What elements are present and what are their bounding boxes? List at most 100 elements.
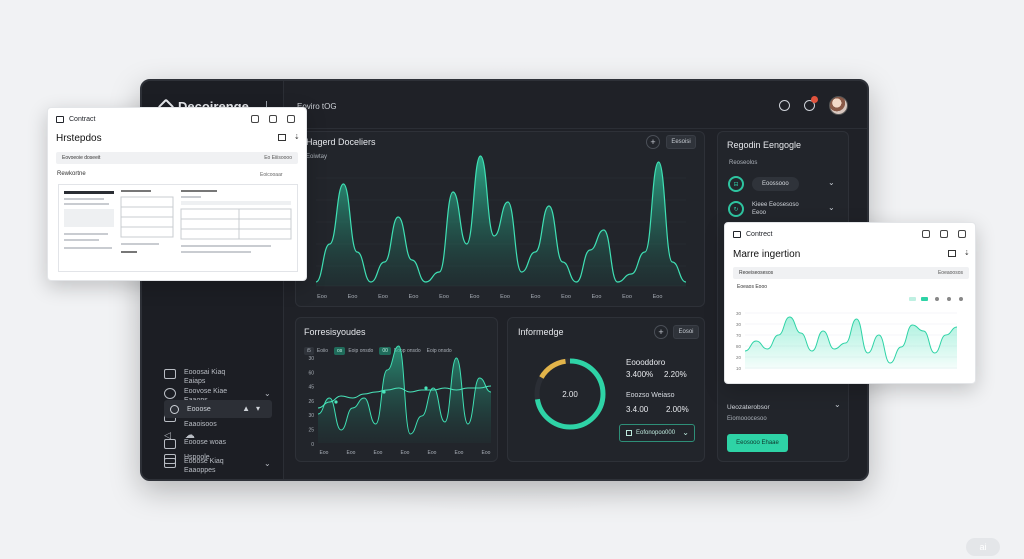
add-button[interactable]: + — [646, 135, 660, 149]
print-icon[interactable] — [278, 134, 286, 141]
x-tick-label: Eoo — [561, 294, 571, 300]
x-tick-label: Eoo — [622, 294, 632, 300]
watermark-logo: ai — [966, 538, 1000, 556]
alert-icon[interactable] — [251, 115, 259, 123]
legend-text: Eoip onsdo — [348, 348, 374, 354]
share-icon[interactable] — [287, 115, 295, 123]
x-tick-label: Eoo — [428, 450, 437, 456]
main-chart-panel: Hagerd Doceliers Eoiwtay + Eesoisi Eoo Eo… — [295, 131, 705, 307]
y-tick-label: 20 — [736, 355, 742, 360]
document-preview-graphic — [64, 190, 292, 253]
x-tick-label: Eoo — [482, 450, 491, 456]
x-tick-label: Eoo — [409, 294, 419, 300]
chevron-down-icon[interactable]: ⌄ — [264, 389, 271, 398]
calendar-icon — [626, 430, 632, 436]
refresh-ring-icon: ↻ — [728, 201, 744, 217]
information-select[interactable]: Eofonopoo000 ⌄ — [619, 424, 695, 442]
legend-text: Eoiio — [316, 348, 329, 354]
download-icon[interactable]: ⇣ — [294, 134, 300, 141]
y-tick-label: 0 — [311, 442, 314, 448]
document-preview[interactable] — [58, 184, 298, 272]
top-bar: Eoviro tOG — [285, 81, 867, 129]
sidebar-item-home[interactable]: Hspoole — [164, 453, 210, 464]
forecast-chart: 30 60 45 26 30 25 0 Eoo Eoo Eoo Eoo Eoo Eoo Eoo — [308, 345, 492, 456]
sidebar-item-label: Eoovose Kiae — [184, 388, 228, 395]
stat-2-change: 2.00% — [666, 405, 689, 414]
card-filter-bar[interactable]: Eovoeoie doseeit Eo Eiiisoooo — [56, 152, 298, 164]
edit-icon[interactable] — [940, 230, 948, 238]
right-panel-lower-label: Ueozaterobsor — [727, 404, 770, 411]
x-tick-label: Eoo — [348, 294, 358, 300]
card-header: Contrect — [733, 231, 772, 238]
print-icon[interactable] — [948, 250, 956, 257]
sidebar-item-label: Eooosai Kiaq — [184, 369, 226, 376]
right-panel-lower-sub: Eiomooocesoo — [727, 416, 767, 422]
card-section-right: Eoicooaar — [260, 172, 283, 178]
information-title: Informedge — [518, 327, 564, 337]
chevron-down-icon[interactable]: ⌄ — [834, 400, 841, 409]
sidebar-item-share[interactable]: ◁ ☁ — [164, 430, 195, 441]
information-button[interactable]: Eosoi — [673, 325, 699, 339]
x-tick-label: Eoo — [374, 450, 383, 456]
chevron-down-icon: ⌄ — [828, 178, 835, 187]
right-panel-title: Regodin Eengogle — [727, 140, 802, 150]
y-tick-label: 30 — [736, 311, 742, 316]
x-tick-label: Eoo — [455, 450, 464, 456]
sidebar-item[interactable]: Eooosai Kiaq Eaiaps — [164, 368, 225, 386]
card-tools — [251, 115, 295, 123]
nav-icon — [164, 388, 176, 399]
sidebar-item[interactable]: Eooose woas — [164, 438, 226, 449]
settings-icon[interactable] — [779, 100, 790, 111]
home-icon — [733, 231, 741, 238]
stat-2-label: Eoozso Weiaso — [626, 392, 675, 399]
forecast-legend-item[interactable]: i5 Eoiio — [304, 347, 328, 355]
legend-text: Eoop onsdo — [393, 348, 421, 354]
x-tick-label: Eoo — [470, 294, 480, 300]
home-icon — [164, 454, 176, 464]
y-tick-label: 30 — [308, 356, 314, 362]
send-icon: ◁ — [164, 430, 171, 440]
y-tick-label: 70 — [736, 333, 742, 338]
share-icon[interactable] — [958, 230, 966, 238]
card-filter-label: Reoeiseosesos — [739, 270, 774, 276]
forecast-legend-item[interactable]: Eoip onsdo — [427, 348, 452, 354]
right-panel-item-2-sub: Eeoo — [752, 210, 767, 216]
y-tick-label: 80 — [736, 344, 742, 349]
card-filter-bar[interactable]: Reoeiseosesos Eoeaoosos — [733, 267, 969, 279]
notification-icon[interactable] — [804, 100, 815, 111]
card-filter-label: Eovoeoie doseeit — [62, 155, 101, 161]
edit-icon[interactable] — [269, 115, 277, 123]
expand-controls-icon[interactable]: ▲▾ — [242, 404, 266, 413]
x-tick-label: Eoo — [653, 294, 663, 300]
legend-text: Eoip onsdo — [426, 348, 452, 354]
forecast-legend-item[interactable]: 00 Eoop onsdo — [379, 347, 421, 355]
sidebar-item-label: Eooose Kiaq — [184, 458, 224, 465]
right-panel-item-1[interactable]: ⊟ Eoossooo ⌄ — [728, 176, 835, 192]
x-tick-label: Eoo — [500, 294, 510, 300]
stat-1-label: Eoooddoro — [626, 358, 666, 367]
sidebar-collapse-icon[interactable] — [266, 101, 272, 110]
sidebar-item-label: Hspoole — [184, 454, 210, 461]
information-select-value: Eofonopoo000 — [636, 430, 676, 436]
cloud-icon: ☁ — [184, 430, 195, 441]
card-title: Marre ingertion — [733, 249, 801, 260]
breadcrumb: Eoviro tOG — [297, 102, 337, 111]
x-tick-label: Eoo — [401, 450, 410, 456]
contract-card-left: Contract Hrstepdos ⇣ Eovoeoie doseeit Eo… — [47, 107, 307, 281]
main-chart-button[interactable]: Eesoisi — [666, 135, 696, 149]
card-header: Contract — [56, 116, 95, 123]
legend-chip: os — [334, 347, 346, 355]
gauge-value: 2.00 — [562, 390, 578, 399]
alert-icon[interactable] — [922, 230, 930, 238]
right-panel-item-2[interactable]: ↻ Kieee Eeosesoso Eeoo ⌄ — [728, 201, 835, 217]
sidebar-item-active[interactable]: Eooose ▲▾ — [164, 400, 272, 418]
forecast-legend-item[interactable]: os Eoip onsdo — [334, 347, 373, 355]
legend-chip: 00 — [379, 347, 391, 355]
chevron-down-icon: ⌄ — [828, 203, 835, 212]
information-add-button[interactable]: + — [654, 325, 668, 339]
legend-chip: i5 — [304, 347, 314, 355]
right-panel-cta-button[interactable]: Eeosooo Ehaae — [727, 434, 788, 452]
chevron-down-icon[interactable]: ⌄ — [264, 459, 271, 468]
avatar[interactable] — [829, 96, 848, 115]
download-icon[interactable]: ⇣ — [964, 250, 970, 257]
